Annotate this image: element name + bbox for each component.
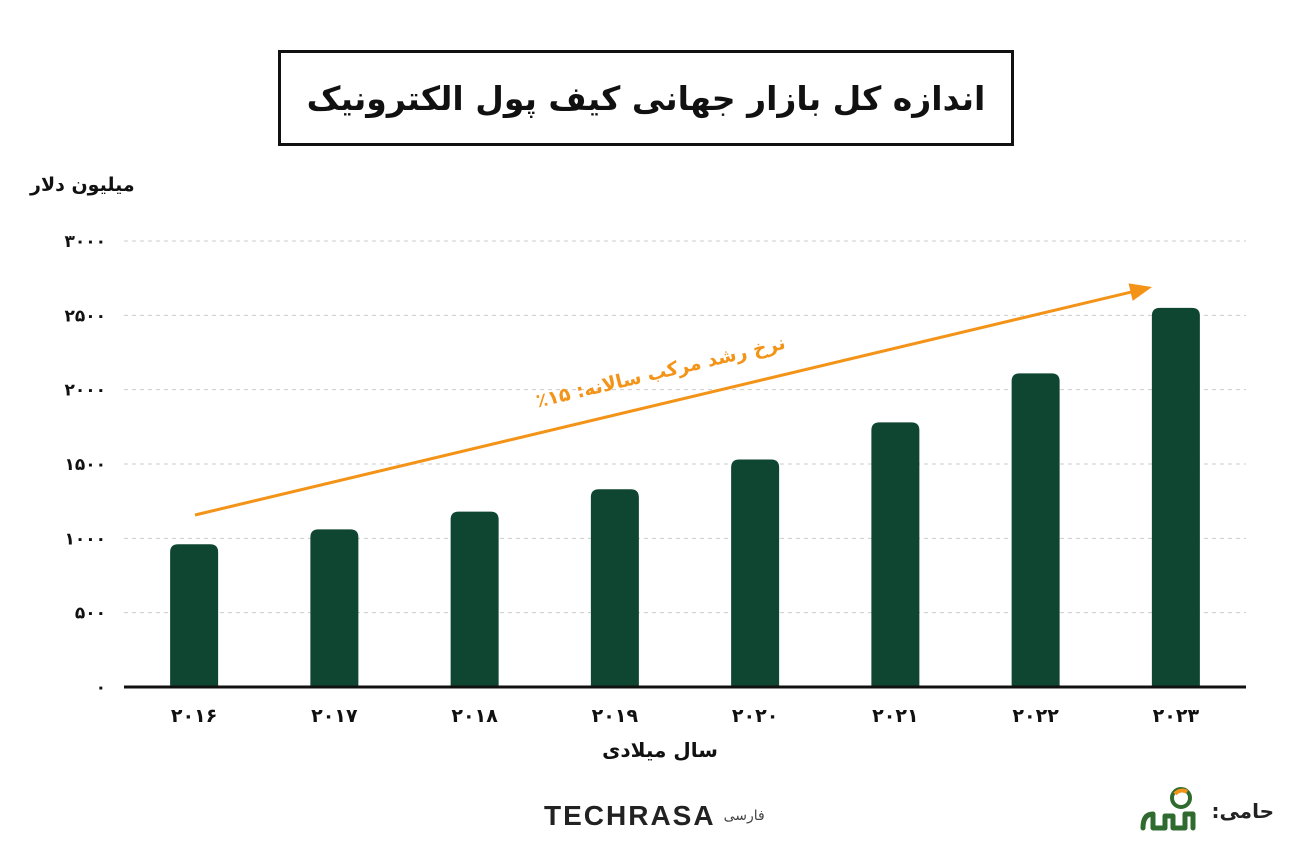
y-tick-label: ۱۵۰۰ [64, 455, 106, 475]
sponsor-label: حامی: [1211, 799, 1274, 823]
y-tick-label: ۲۵۰۰ [64, 306, 106, 326]
x-tick-label: ۲۰۲۱ [872, 705, 918, 727]
bar-8 [1151, 307, 1200, 687]
techrasa-suffix: فارسی [723, 808, 765, 824]
bar-5 [731, 459, 780, 687]
x-tick-label: ۲۰۱۶ [171, 705, 217, 727]
bar-2 [310, 529, 359, 687]
x-tick-label: ۲۰۲۲ [1012, 705, 1059, 727]
x-tick-label: ۲۰۱۸ [451, 705, 498, 727]
growth-arrow-head [1128, 283, 1152, 301]
bar-6 [871, 422, 920, 687]
x-tick-label: ۲۰۲۳ [1153, 705, 1200, 727]
chart-title: اندازه کل بازار جهانی کیف پول الکترونیک [306, 78, 986, 118]
y-axis-label: میلیون دلار [30, 174, 135, 196]
techrasa-brand: TECHRASA فارسی [544, 800, 765, 832]
techrasa-logo: TECHRASA [544, 800, 716, 831]
x-tick-label: ۲۰۲۰ [732, 705, 778, 727]
growth-arrow-line [194, 288, 1139, 517]
chart-title-box: اندازه کل بازار جهانی کیف پول الکترونیک [278, 50, 1014, 146]
x-tick-label: ۲۰۱۷ [311, 705, 358, 727]
bar-7 [1011, 373, 1060, 687]
y-tick-label: ۳۰۰۰ [64, 232, 106, 252]
bar-1 [170, 544, 219, 687]
cagr-annotation: نرخ رشد مرکب سالانه: ۱۵٪ [534, 332, 788, 413]
x-axis-label: سال میلادی [602, 738, 718, 762]
y-tick-label: ۱۰۰۰ [64, 529, 106, 549]
sponsor-block: حامی: [1137, 784, 1274, 838]
sponsor-logo-icon [1140, 787, 1196, 831]
y-tick-label: ۵۰۰ [75, 604, 106, 624]
y-tick-label: ۲۰۰۰ [64, 381, 106, 401]
bar-4 [590, 489, 639, 687]
x-tick-label: ۲۰۱۹ [592, 705, 639, 727]
bar-3 [450, 511, 499, 687]
y-tick-label: ۰ [96, 678, 106, 698]
